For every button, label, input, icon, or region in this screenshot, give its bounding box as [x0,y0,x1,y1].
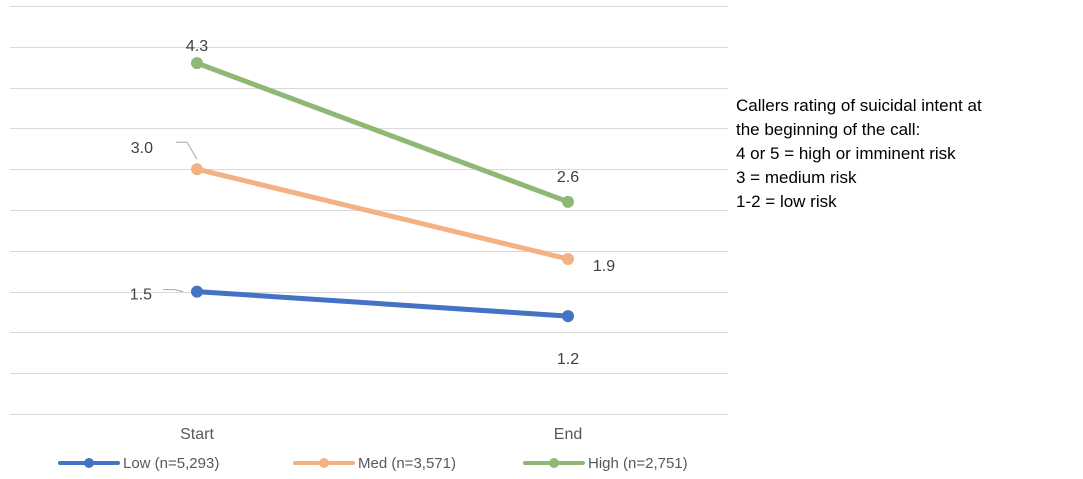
data-label: 2.6 [557,169,579,186]
note-line: Callers rating of suicidal intent at [736,96,982,115]
data-label: 1.9 [593,258,615,275]
leader-line [176,141,198,160]
legend-label: Med (n=3,571) [358,455,456,472]
note-line: 1-2 = low risk [736,192,837,211]
x-tick-label: Start [180,426,214,443]
risk-note: Callers rating of suicidal intent at the… [736,94,1081,214]
legend: Low (n=5,293) Med (n=3,571) High (n=2,751) [58,455,688,472]
legend-label: Low (n=5,293) [123,455,219,472]
data-label: 1.5 [130,287,152,304]
note-line: 3 = medium risk [736,168,857,187]
legend-label: High (n=2,751) [588,455,688,472]
series-line [194,60,571,205]
leader-line [163,289,184,293]
data-point [191,285,203,298]
data-labels: 1.5 1.2 3.0 1.9 4.3 2.6 [130,38,615,368]
note-line: the beginning of the call: [736,120,921,139]
data-label: 4.3 [186,38,208,55]
leader-lines [163,141,198,293]
data-point [191,57,203,70]
x-tick-label: End [554,426,582,443]
series-line [194,166,571,262]
data-point [191,163,203,176]
series-line [194,289,571,319]
data-points [191,57,574,323]
series-lines [194,60,571,319]
data-point [562,252,574,265]
data-label: 1.2 [557,351,579,368]
legend-marker [319,458,329,468]
data-point [562,195,574,208]
legend-marker [84,458,94,468]
legend-marker [549,458,559,468]
data-point [562,310,574,323]
data-label: 3.0 [131,140,153,157]
note-line: 4 or 5 = high or imminent risk [736,144,956,163]
x-axis-tick-labels: Start End [180,426,582,443]
